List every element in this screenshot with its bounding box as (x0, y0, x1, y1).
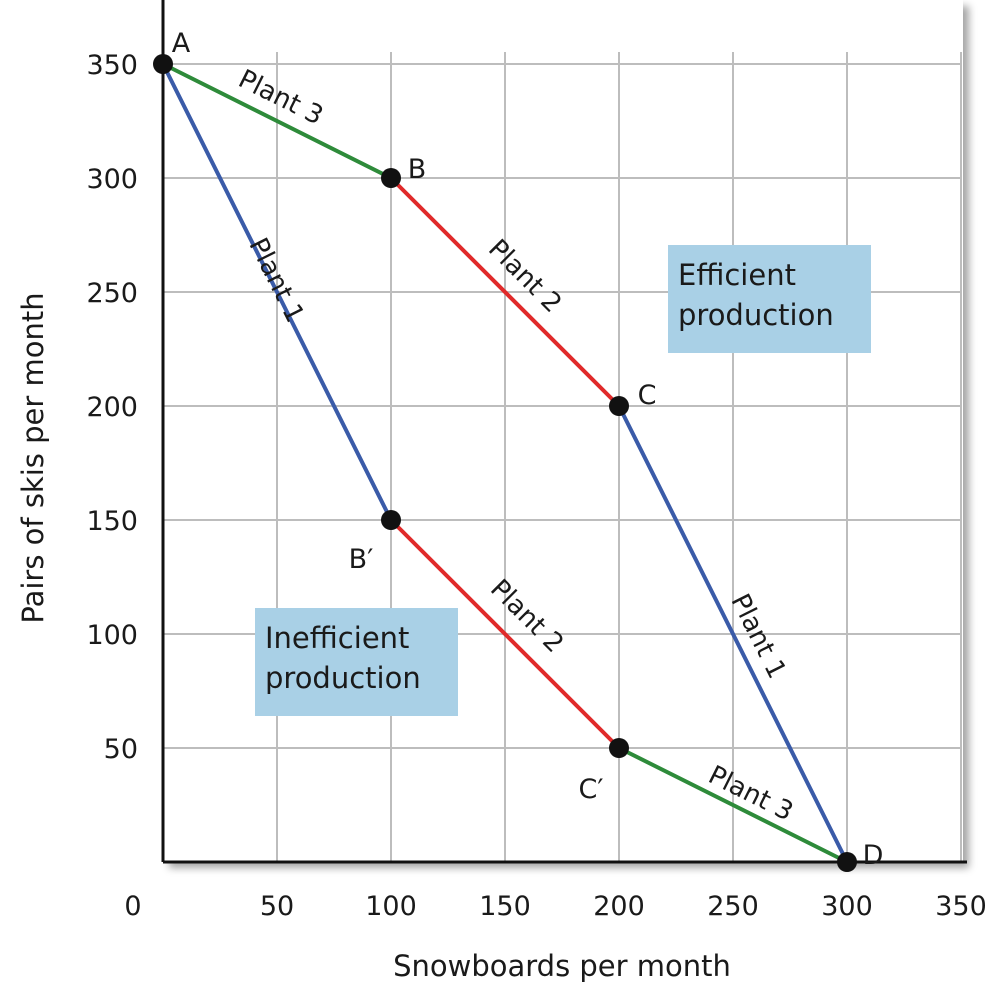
plant-segment (161, 62, 393, 180)
region-label: Inefficient (265, 621, 409, 655)
region-label: production (265, 661, 421, 695)
region-box (668, 245, 871, 353)
plant-segment (389, 176, 621, 408)
plant-segment (161, 62, 393, 522)
y-tick-label: 100 (86, 620, 138, 651)
x-tick-label: 350 (935, 891, 987, 922)
segments (161, 62, 849, 864)
plant-segment (389, 518, 621, 750)
x-tick-label: 0 (124, 891, 141, 922)
point-marker (381, 168, 401, 188)
x-tick-label: 150 (479, 891, 531, 922)
y-tick-label: 200 (86, 392, 138, 423)
regions: Efficient production Inefficient production (255, 245, 871, 716)
y-axis-title: Pairs of skis per month (16, 292, 50, 623)
x-tick-label: 300 (821, 891, 873, 922)
point-marker (609, 738, 629, 758)
point-marker (609, 396, 629, 416)
y-tick-label: 250 (86, 278, 138, 309)
y-tick-label: 150 (86, 506, 138, 537)
point-marker (153, 54, 173, 74)
plant-segment (617, 746, 849, 864)
point-label: C (638, 380, 657, 411)
axes (161, 0, 967, 864)
y-tick-label: 300 (86, 164, 138, 195)
region-box (255, 608, 458, 716)
plot-area (163, 0, 963, 862)
tick-labels: 0 50 100 150 200 250 300 350 50 100 150 200 250 300 35… (86, 50, 986, 922)
y-tick-label: 50 (104, 734, 138, 765)
point-label: A (172, 28, 191, 59)
x-tick-label: 50 (260, 891, 294, 922)
grid (163, 52, 962, 862)
point-label: D (863, 840, 884, 871)
point-marker (837, 852, 857, 872)
region-label: production (678, 298, 834, 332)
plant-segment (617, 404, 849, 864)
point-label: B′ (349, 544, 374, 575)
point-label: C′ (579, 774, 604, 805)
points: A B C D B′ C′ (153, 28, 883, 872)
x-tick-label: 200 (593, 891, 645, 922)
y-tick-label: 350 (86, 50, 138, 81)
x-axis-title: Snowboards per month (393, 949, 731, 983)
point-label: B (408, 154, 427, 185)
point-marker (381, 510, 401, 530)
region-label: Efficient (678, 258, 796, 292)
x-tick-label: 250 (707, 891, 759, 922)
x-tick-label: 100 (365, 891, 417, 922)
